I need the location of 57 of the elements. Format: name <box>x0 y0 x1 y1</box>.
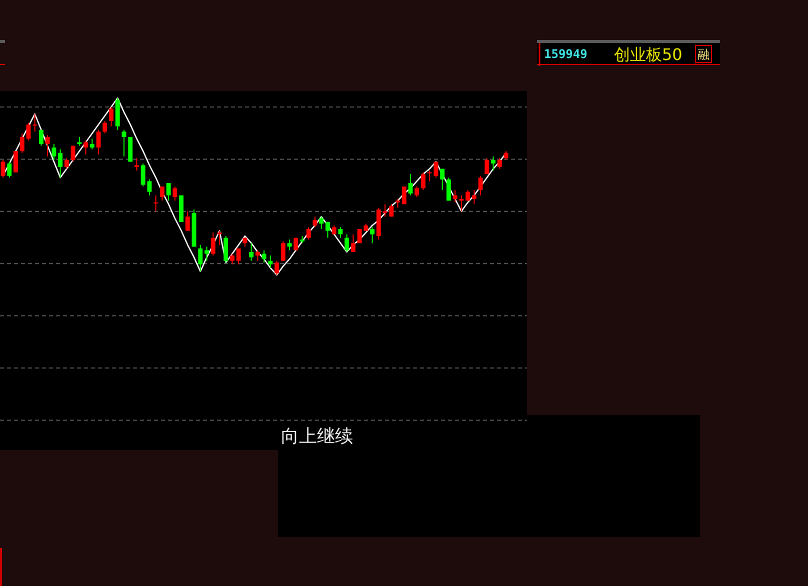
text: 融 <box>698 48 710 62</box>
candlestick <box>402 186 406 205</box>
candlestick <box>280 240 286 262</box>
candlestick <box>255 250 260 262</box>
candlestick <box>344 234 350 252</box>
candlestick <box>230 253 234 265</box>
candlestick <box>236 248 241 265</box>
candlestick <box>306 226 311 240</box>
text: 向上继续 <box>281 426 353 447</box>
candlestick <box>350 234 356 252</box>
candlestick <box>268 255 273 268</box>
candlestick <box>45 134 50 157</box>
candlestick <box>7 161 12 178</box>
candlestick <box>224 236 228 264</box>
candlestick <box>274 260 280 276</box>
candlestick <box>90 138 94 150</box>
candlestick <box>102 120 108 134</box>
candlestick <box>185 210 190 232</box>
candlestick <box>338 226 343 238</box>
candlestick <box>172 186 178 202</box>
candlestick <box>446 177 451 202</box>
candlestick <box>452 190 458 203</box>
candlestick <box>421 172 426 191</box>
candlestick <box>210 232 216 256</box>
candlestick <box>0 159 6 178</box>
candlestick <box>122 129 126 157</box>
candlestick <box>497 158 502 170</box>
candlestick <box>109 106 114 127</box>
candlestick <box>249 242 254 262</box>
candlestick <box>154 194 158 212</box>
candlestick <box>312 216 318 228</box>
candlestick <box>52 144 56 160</box>
candlestick <box>64 158 69 170</box>
candlestick <box>319 216 324 230</box>
candlestick <box>478 175 483 196</box>
candlestick <box>204 246 209 262</box>
candlestick <box>491 156 496 172</box>
candlestick <box>325 221 330 238</box>
candlestick <box>84 140 88 156</box>
candlestick <box>414 186 420 198</box>
candlestick <box>166 182 171 202</box>
candlestick <box>96 129 101 156</box>
candlestick <box>32 113 38 132</box>
candlestick <box>370 226 375 244</box>
candlestick <box>198 244 203 272</box>
candlestick <box>58 148 63 178</box>
candlestick <box>38 129 44 146</box>
candlestick <box>484 158 490 175</box>
candlestick <box>14 150 18 173</box>
candlestick <box>262 250 266 264</box>
candlestick <box>440 168 445 191</box>
candlestick <box>70 145 76 162</box>
candlestick <box>217 230 222 246</box>
candlestick <box>472 190 476 205</box>
candlestick <box>160 186 164 202</box>
text: 创业板50 <box>614 45 682 64</box>
text: 159949 <box>544 47 588 61</box>
